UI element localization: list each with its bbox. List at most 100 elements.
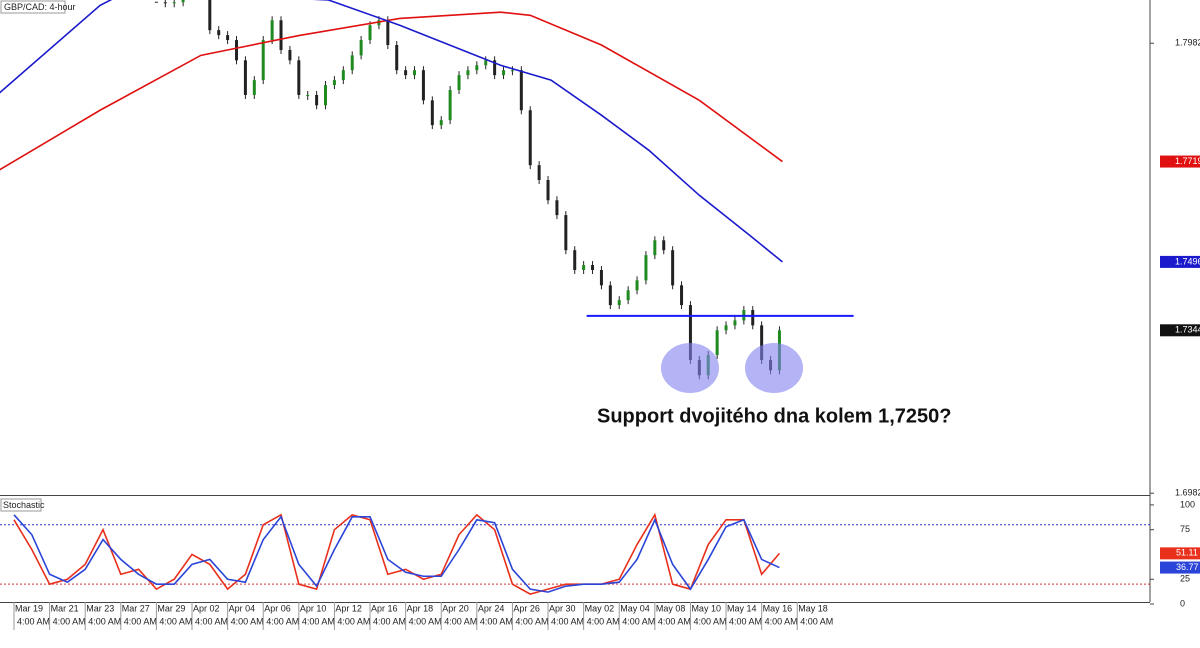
x-tick-label: Apr 26 [513,603,540,613]
candle [546,180,550,201]
x-tick-label: Mar 29 [157,603,185,613]
candle [662,240,666,251]
last-value-box [1160,155,1200,168]
last-value-box [1160,255,1200,268]
y-tick-label: 75 [1180,524,1190,534]
candle [439,120,443,126]
candle [288,49,292,61]
candle [519,70,523,111]
x-tick-label: Apr 24 [478,603,505,613]
x-tick-label: May 10 [691,603,721,613]
candle [359,40,363,56]
highlight-circle [661,343,719,393]
candle [235,40,239,61]
stochastic-line [13,514,780,593]
x-tick-time: 4:00 AM [409,616,442,626]
candle [395,45,399,71]
x-tick-time: 4:00 AM [480,616,513,626]
candle [475,65,479,71]
x-tick-time: 4:00 AM [800,616,833,626]
x-tick-time: 4:00 AM [195,616,228,626]
x-tick-time: 4:00 AM [622,616,655,626]
candle [760,325,764,360]
annotation: Support dvojitého dna kolem 1,7250? [597,405,952,427]
y-tick-label: 0 [1180,598,1185,608]
candle [715,330,719,356]
x-tick-label: Apr 20 [442,603,469,613]
price-panel [0,0,854,380]
candle [163,2,167,4]
x-tick-label: Apr 30 [549,603,576,613]
candle [350,55,354,71]
candle [430,100,434,126]
indicator-title: Stochastic [3,500,45,510]
x-tick-time: 4:00 AM [231,616,264,626]
candle [386,20,390,45]
candle [635,280,639,291]
x-tick-time: 4:00 AM [337,616,370,626]
candle [404,70,408,76]
candle [226,35,230,41]
x-tick-time: 4:00 AM [587,616,620,626]
candle [279,20,283,50]
x-tick-label: Mar 19 [15,603,43,613]
highlight-circle [745,343,803,393]
candle [466,70,470,76]
candle [653,240,657,256]
candle [448,90,452,121]
x-tick-label: May 18 [798,603,828,613]
candle [457,75,461,90]
last-value-label: 1.7719 [1175,156,1200,166]
candle [217,30,221,36]
y-tick-label: 100 [1180,499,1195,509]
candle [688,305,692,360]
last-value-box [1160,561,1200,574]
x-tick-time: 4:00 AM [53,616,86,626]
x-tick-label: Mar 21 [51,603,79,613]
candle [573,250,577,270]
x-tick-label: Apr 16 [371,603,398,613]
candle [724,325,728,331]
candle [733,320,737,326]
y-tick-label: 1.7982 [1175,38,1200,48]
x-tick-time: 4:00 AM [693,616,726,626]
x-tick-label: Apr 10 [300,603,327,613]
last-value-box [1160,324,1200,337]
x-tick-time: 4:00 AM [444,616,477,626]
candle [626,290,630,301]
x-tick-label: Apr 06 [264,603,291,613]
axes: 1.7982 1.6982 1.7719 1.7496 1.7344 100 75 25 0 51… [13,38,1200,630]
candle [555,200,559,216]
candle [252,80,256,95]
last-value-label: 36.77 [1176,562,1199,572]
x-tick-time: 4:00 AM [658,616,691,626]
candle [582,265,586,270]
indicator-title-box [0,498,42,512]
candle [172,2,176,4]
candle [617,300,621,306]
x-tick-label: Apr 18 [407,603,434,613]
moving-average [0,0,783,263]
candle [181,0,185,3]
chart-title: GBP/CAD: 4-hour [4,2,76,12]
x-tick-time: 4:00 AM [551,616,584,626]
x-tick-time: 4:00 AM [515,616,548,626]
last-value-label: 1.7344 [1175,325,1200,335]
candle [608,285,612,306]
candle [528,110,532,166]
x-tick-time: 4:00 AM [17,616,50,626]
stochastic-line [13,512,781,595]
candle [537,165,541,180]
candle [599,270,603,286]
candle [270,20,274,41]
x-tick-time: 4:00 AM [302,616,335,626]
candle [421,70,425,101]
candle [493,60,497,76]
candle [502,70,506,76]
x-tick-time: 4:00 AM [729,616,762,626]
x-tick-label: May 08 [656,603,686,613]
candle [751,310,755,326]
x-tick-time: 4:00 AM [266,616,299,626]
